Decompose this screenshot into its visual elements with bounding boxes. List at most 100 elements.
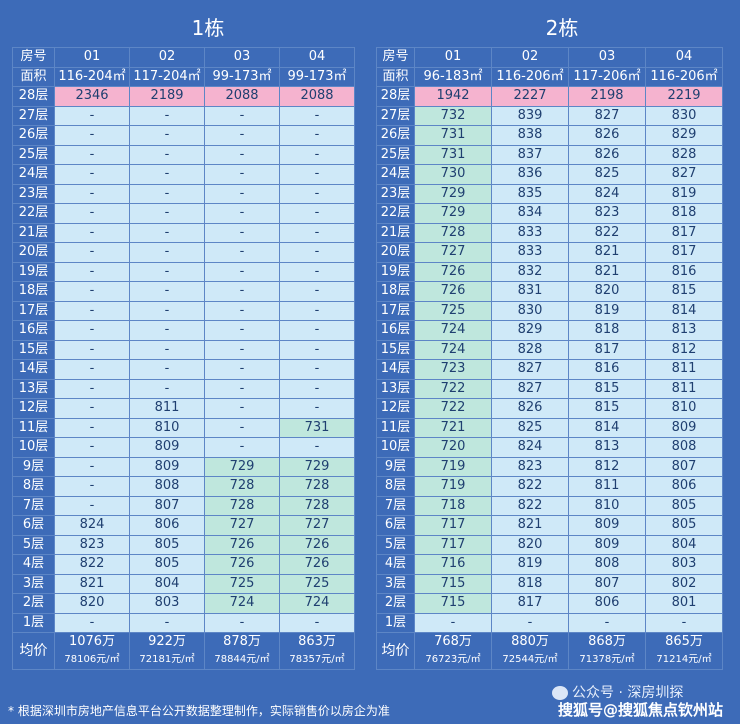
price-cell: 811 [129, 398, 205, 419]
price-cell: 731 [414, 144, 492, 165]
price-cell: 816 [568, 359, 646, 380]
price-cell: 807 [568, 573, 646, 594]
price-cell: 813 [645, 320, 723, 341]
price-cell: 801 [645, 593, 723, 614]
floor-row: 12层 -811- - [12, 398, 355, 419]
price-cell: - [54, 242, 130, 263]
price-cell: - [279, 378, 355, 399]
price-cell: 804 [129, 573, 205, 594]
floor-row: 20层 - - - - [12, 242, 355, 263]
average-row: 均价 1076万 78106元/㎡ 922万 72181元/㎡ 878万 78844元/㎡ 8… [12, 632, 355, 670]
price-cell: 716 [414, 554, 492, 575]
price-cell: - [204, 612, 280, 633]
floor-label: 1层 [12, 612, 55, 633]
floor-label: 24层 [376, 164, 415, 185]
average-price-cell: 863万 78357元/㎡ [279, 632, 355, 670]
area-header: 116-206㎡ [491, 66, 569, 87]
floor-label: 2层 [12, 593, 55, 614]
floor-row: 9层 -809 729 729 [12, 456, 355, 477]
price-cell: - [279, 222, 355, 243]
floor-label: 5层 [12, 534, 55, 555]
price-cell: - [54, 437, 130, 458]
price-cell: 824 [54, 515, 130, 536]
price-cell: - [279, 144, 355, 165]
floor-row: 16层 - - - - [12, 320, 355, 341]
unit-header: 03 [204, 47, 280, 68]
floor-label: 18层 [12, 281, 55, 302]
floor-label: 15层 [376, 339, 415, 360]
floor-row: 17层 725 830 819 814 [376, 300, 723, 321]
price-cell: 827 [491, 378, 569, 399]
price-cell: - [279, 300, 355, 321]
floor-row: 7层 718 822 810 805 [376, 495, 723, 516]
price-cell: 731 [414, 125, 492, 146]
floor-label: 6层 [12, 515, 55, 536]
building-1-price-table: 房号 01 02 03 04 面积 116-204㎡ 117-204㎡ 99-173㎡ 99-17… [12, 47, 355, 670]
floor-row: 9层 719 823 812 807 [376, 456, 723, 477]
floor-label: 8层 [376, 476, 415, 497]
price-cell: - [129, 320, 205, 341]
price-cell: 834 [491, 203, 569, 224]
price-cell: 731 [279, 417, 355, 438]
price-cell: 725 [204, 573, 280, 594]
price-cell: 828 [645, 144, 723, 165]
floor-label: 24层 [12, 164, 55, 185]
price-cell: 810 [568, 495, 646, 516]
price-cell: 730 [414, 164, 492, 185]
price-cell: 805 [645, 515, 723, 536]
price-cell: 726 [204, 534, 280, 555]
price-cell: 822 [491, 495, 569, 516]
price-cell: - [414, 612, 492, 633]
price-cell: - [54, 339, 130, 360]
price-cell: 717 [414, 534, 492, 555]
floor-label: 27层 [376, 105, 415, 126]
price-cell: 808 [568, 554, 646, 575]
floor-row: 14层 723 827 816 811 [376, 359, 723, 380]
floor-row: 13层 722 827 815 811 [376, 378, 723, 399]
floor-label: 4层 [376, 554, 415, 575]
price-cell: 817 [568, 339, 646, 360]
price-cell: 2198 [568, 86, 646, 107]
price-cell: 814 [568, 417, 646, 438]
price-cell: 715 [414, 593, 492, 614]
area-header: 96-183㎡ [414, 66, 492, 87]
price-cell: 827 [568, 105, 646, 126]
floor-label: 10层 [12, 437, 55, 458]
price-cell: 820 [568, 281, 646, 302]
price-cell: 720 [414, 437, 492, 458]
floor-label: 20层 [12, 242, 55, 263]
price-cell: 829 [645, 125, 723, 146]
floor-row: 21层 - - - - [12, 222, 355, 243]
floor-row: 22层 - - - - [12, 203, 355, 224]
floor-row: 23层 - - - - [12, 183, 355, 204]
unit-header: 04 [645, 47, 723, 68]
price-cell: - [204, 183, 280, 204]
area-label: 面积 [376, 66, 415, 87]
price-cell: 722 [414, 378, 492, 399]
price-cell: - [491, 612, 569, 633]
price-cell: 804 [645, 534, 723, 555]
price-cell: - [204, 320, 280, 341]
total-price: 868万 [588, 634, 626, 649]
floor-label: 23层 [12, 183, 55, 204]
floor-row: 13层 - - - - [12, 378, 355, 399]
price-cell: 810 [129, 417, 205, 438]
price-cell: 806 [568, 593, 646, 614]
price-cell: - [279, 242, 355, 263]
floor-label: 11层 [12, 417, 55, 438]
price-cell: 815 [568, 378, 646, 399]
floor-row: 1层 - - - - [376, 612, 723, 633]
price-cell: 821 [54, 573, 130, 594]
total-price: 768万 [434, 634, 472, 649]
price-cell: - [279, 281, 355, 302]
price-cell: 830 [645, 105, 723, 126]
total-price: 878万 [223, 634, 261, 649]
floor-label: 1层 [376, 612, 415, 633]
unit-price: 78844元/㎡ [214, 654, 270, 665]
price-cell: 2088 [279, 86, 355, 107]
price-cell: 836 [491, 164, 569, 185]
price-cell: - [279, 183, 355, 204]
price-cell: - [129, 612, 205, 633]
floor-label: 9层 [376, 456, 415, 477]
floor-row: 8层 719 822 811 806 [376, 476, 723, 497]
